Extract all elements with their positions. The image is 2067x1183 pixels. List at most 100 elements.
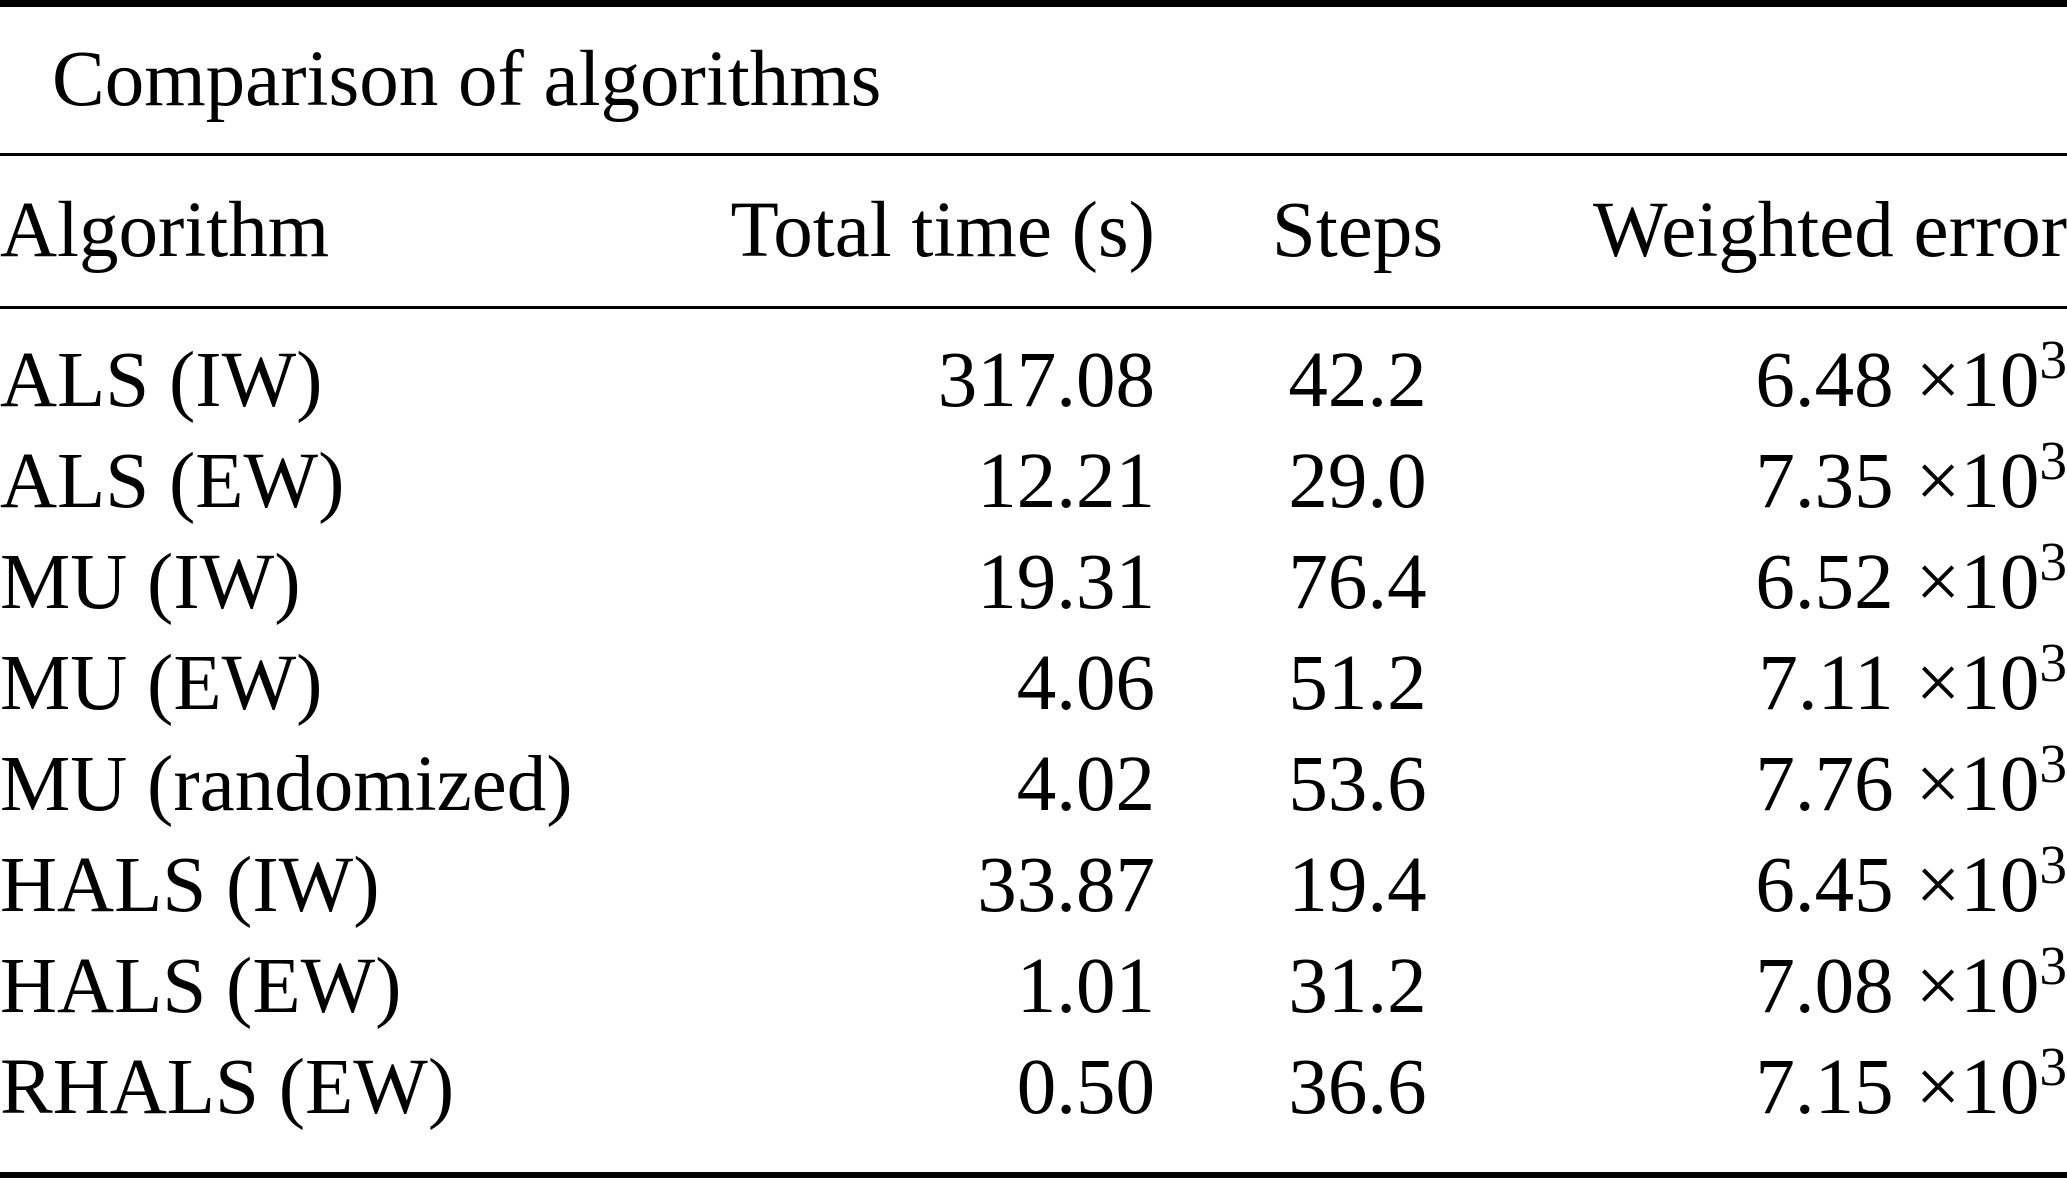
algorithm-name: MU (EW) [0,640,323,727]
table-row: RHALS (EW) 0.50 36.6 7.15 ×103 [0,1016,2067,1131]
cell-total-time: 33.87 [680,814,1155,929]
cell-total-time: 19.31 [680,511,1155,626]
col-header-algorithm: Algorithm [0,154,680,309]
cell-weighted-error: 7.15 ×103 [1560,1016,2067,1131]
error-exponent: 3 [2039,430,2067,492]
cell-total-time: 12.21 [680,410,1155,525]
col-header-weighted-error: Weighted error [1560,154,2067,309]
table-title-row: Comparison of algorithms [0,3,2067,156]
steps-value: 76.4 [1288,539,1427,626]
steps-value: 29.0 [1288,438,1427,525]
table-row: HALS (EW) 1.01 31.2 7.08 ×103 [0,915,2067,1030]
cell-total-time: 4.02 [680,713,1155,828]
algorithm-name: ALS (IW) [0,337,323,424]
error-times-ten: ×10 [1915,438,2040,525]
cell-algorithm: MU (IW) [0,511,680,626]
total-time-value: 12.21 [977,438,1155,525]
error-exponent: 3 [2039,531,2067,593]
error-mantissa: 7.08 [1755,943,1894,1030]
error-mantissa: 6.52 [1755,539,1894,626]
cell-steps: 31.2 [1155,915,1560,1030]
error-exponent: 3 [2039,632,2067,694]
total-time-value: 0.50 [1016,1044,1155,1131]
cell-total-time: 0.50 [680,1016,1155,1131]
error-times-ten: ×10 [1915,842,2040,929]
cell-algorithm: RHALS (EW) [0,1016,680,1131]
cell-weighted-error: 7.11 ×103 [1560,612,2067,727]
algorithm-name: RHALS (EW) [0,1044,455,1131]
error-times-ten: ×10 [1915,640,2040,727]
algorithm-name: MU (IW) [0,539,301,626]
error-mantissa: 6.48 [1755,337,1894,424]
algorithm-name: MU (randomized) [0,741,573,828]
cell-weighted-error: 6.48 ×103 [1560,308,2067,424]
cell-steps: 76.4 [1155,511,1560,626]
total-time-value: 4.06 [1016,640,1155,727]
weighted-error-value: 7.11 ×103 [1758,635,2067,727]
table-row: MU (IW) 19.31 76.4 6.52 ×103 [0,511,2067,626]
error-exponent: 3 [2039,733,2067,795]
error-times-ten: ×10 [1915,539,2040,626]
error-times-ten: ×10 [1915,1044,2040,1131]
error-times-ten: ×10 [1915,943,2040,1030]
cell-weighted-error: 7.08 ×103 [1560,915,2067,1030]
error-exponent: 3 [2039,935,2067,997]
table-row: MU (EW) 4.06 51.2 7.11 ×103 [0,612,2067,727]
cell-total-time: 1.01 [680,915,1155,1030]
table-row: ALS (EW) 12.21 29.0 7.35 ×103 [0,410,2067,525]
weighted-error-value: 6.48 ×103 [1755,332,2067,424]
cell-algorithm: ALS (EW) [0,410,680,525]
total-time-value: 4.02 [1016,741,1155,828]
total-time-value: 33.87 [977,842,1155,929]
error-mantissa: 7.76 [1755,741,1894,828]
table-row: ALS (IW) 317.08 42.2 6.48 ×103 [0,308,2067,424]
total-time-value: 19.31 [977,539,1155,626]
col-header-total-time: Total time (s) [680,154,1155,309]
error-mantissa: 7.15 [1755,1044,1894,1131]
cell-algorithm: HALS (EW) [0,915,680,1030]
col-header-steps: Steps [1155,154,1560,309]
table-row: HALS (IW) 33.87 19.4 6.45 ×103 [0,814,2067,929]
table-title: Comparison of algorithms [0,3,2067,156]
cell-algorithm: HALS (IW) [0,814,680,929]
steps-value: 31.2 [1288,943,1427,1030]
steps-value: 53.6 [1288,741,1427,828]
cell-steps: 36.6 [1155,1016,1560,1131]
cell-steps: 42.2 [1155,308,1560,424]
cell-steps: 19.4 [1155,814,1560,929]
weighted-error-value: 6.45 ×103 [1755,837,2067,929]
cell-algorithm: MU (randomized) [0,713,680,828]
algorithm-name: HALS (EW) [0,943,402,1030]
total-time-value: 1.01 [1016,943,1155,1030]
cell-steps: 53.6 [1155,713,1560,828]
weighted-error-value: 6.52 ×103 [1755,534,2067,626]
steps-value: 19.4 [1288,842,1427,929]
cell-steps: 29.0 [1155,410,1560,525]
error-times-ten: ×10 [1915,741,2040,828]
table-header-row: Algorithm Total time (s) Steps Weighted … [0,154,2067,309]
error-exponent: 3 [2039,1036,2067,1098]
steps-value: 51.2 [1288,640,1427,727]
steps-value: 36.6 [1288,1044,1427,1131]
error-mantissa: 6.45 [1755,842,1894,929]
cell-algorithm: ALS (IW) [0,308,680,424]
cell-algorithm: MU (EW) [0,612,680,727]
cell-weighted-error: 6.52 ×103 [1560,511,2067,626]
cell-total-time: 4.06 [680,612,1155,727]
table-row: MU (randomized) 4.02 53.6 7.76 ×103 [0,713,2067,828]
error-exponent: 3 [2039,834,2067,896]
cell-total-time: 317.08 [680,308,1155,424]
error-times-ten: ×10 [1915,337,2040,424]
weighted-error-value: 7.15 ×103 [1755,1039,2067,1131]
weighted-error-value: 7.08 ×103 [1755,938,2067,1030]
cell-weighted-error: 7.76 ×103 [1560,713,2067,828]
cell-weighted-error: 7.35 ×103 [1560,410,2067,525]
error-mantissa: 7.35 [1755,438,1894,525]
weighted-error-value: 7.76 ×103 [1755,736,2067,828]
error-mantissa: 7.11 [1758,640,1894,727]
algorithm-name: ALS (EW) [0,438,345,525]
total-time-value: 317.08 [937,337,1155,424]
algorithm-name: HALS (IW) [0,842,380,929]
cell-weighted-error: 6.45 ×103 [1560,814,2067,929]
